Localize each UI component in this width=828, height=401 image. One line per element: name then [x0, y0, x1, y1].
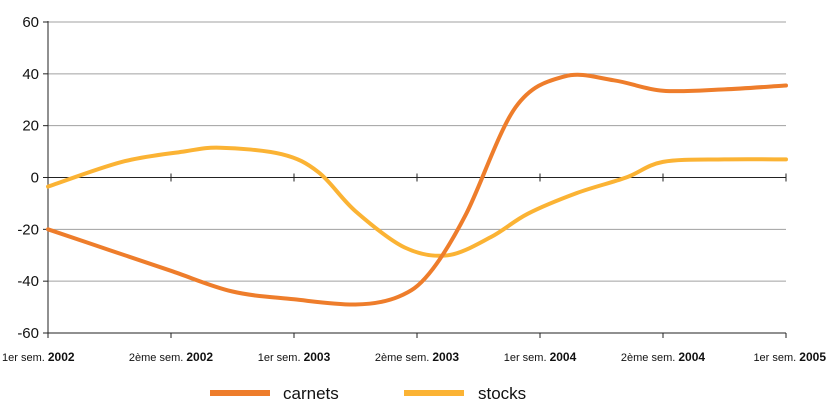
y-tick-label: -20 — [17, 221, 39, 238]
x-axis-ticks: 1er sem. 2002 2ème sem. 2002 1er sem. 2003… — [2, 173, 826, 364]
y-axis-ticks: 60 40 20 0 -20 -40 -60 — [17, 14, 48, 342]
x-tick-year: 2003 — [304, 350, 331, 364]
x-tick-year: 2004 — [678, 350, 705, 364]
y-tick-label: 60 — [22, 14, 39, 31]
gridlines — [48, 21, 786, 282]
legend: carnets stocks — [210, 384, 526, 401]
x-tick-prefix: 2ème sem. — [129, 352, 186, 364]
series-lines — [46, 72, 788, 307]
x-tick-prefix: 1er sem. — [504, 352, 550, 364]
series-line-carnets — [46, 72, 788, 307]
y-tick-label: -40 — [17, 273, 39, 290]
x-tick-label: 2ème sem. 2002 — [129, 350, 213, 364]
x-tick-year: 2002 — [48, 350, 75, 364]
series-line-stocks — [46, 145, 788, 258]
x-tick-prefix: 2ème sem. — [375, 352, 432, 364]
legend-label-stocks: stocks — [478, 384, 526, 401]
y-tick-label: 0 — [31, 170, 39, 187]
x-tick-label: 1er sem. 2002 — [2, 350, 75, 364]
x-tick-label: 2ème sem. 2004 — [621, 350, 705, 364]
x-tick-label: 1er sem. 2005 — [753, 350, 826, 364]
x-tick-prefix: 1er sem. — [753, 352, 799, 364]
x-tick-year: 2005 — [799, 350, 826, 364]
x-tick-year: 2003 — [432, 350, 459, 364]
x-tick-year: 2004 — [550, 350, 577, 364]
y-tick-label: 20 — [22, 118, 39, 135]
x-tick-prefix: 1er sem. — [258, 352, 304, 364]
x-tick-label: 2ème sem. 2003 — [375, 350, 459, 364]
y-tick-label: -60 — [17, 325, 39, 342]
x-tick-label: 1er sem. 2003 — [258, 350, 331, 364]
x-tick-prefix: 1er sem. — [2, 352, 48, 364]
legend-label-carnets: carnets — [283, 384, 339, 401]
x-tick-label: 1er sem. 2004 — [504, 350, 577, 364]
x-tick-year: 2002 — [186, 350, 213, 364]
y-tick-label: 40 — [22, 66, 39, 83]
x-tick-prefix: 2ème sem. — [621, 352, 678, 364]
